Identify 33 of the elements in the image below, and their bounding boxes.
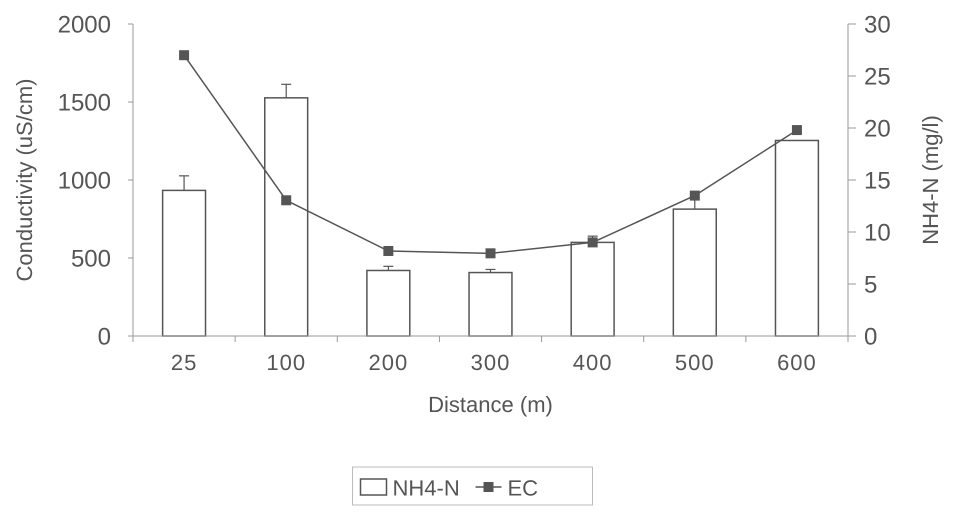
x-tick-label: 25 — [170, 350, 198, 375]
x-tick-label: 600 — [777, 350, 817, 375]
x-axis-title: Distance (m) — [428, 392, 553, 417]
y2-tick-label: 20 — [864, 115, 891, 142]
x-tick-label: 500 — [674, 350, 715, 375]
y-axis-title: Conductivity (uS/cm) — [12, 78, 37, 282]
y2-tick-label: 0 — [864, 323, 878, 350]
y2-tick-label: 10 — [864, 219, 891, 246]
point — [588, 237, 598, 248]
y-tick-label: 0 — [98, 323, 111, 350]
y2-tick-label: 25 — [864, 63, 891, 90]
legend-label: EC — [508, 476, 538, 501]
y2-tick-label: 5 — [864, 271, 878, 298]
y-tick-label: 1500 — [58, 89, 111, 116]
bar — [366, 270, 411, 337]
point — [383, 246, 394, 256]
x-tick-label: 300 — [470, 350, 510, 375]
y-tick-label: 500 — [70, 245, 111, 272]
x-tick-label: 400 — [572, 350, 612, 375]
point — [179, 50, 190, 60]
point — [690, 190, 700, 201]
y-tick-label: 2000 — [58, 11, 111, 38]
x-tick-label: 100 — [266, 350, 306, 375]
y2-tick-label: 15 — [864, 167, 891, 194]
y-tick-label: 1000 — [58, 167, 111, 194]
legend-label: NH4-N — [392, 476, 460, 501]
x-tick-label: 200 — [368, 350, 408, 375]
y2-tick-label: 30 — [864, 11, 891, 38]
y2-axis-title: NH4-N (mg/l) — [918, 115, 943, 245]
point — [281, 195, 292, 206]
bar — [468, 272, 513, 337]
point — [486, 248, 496, 258]
point — [792, 125, 802, 136]
